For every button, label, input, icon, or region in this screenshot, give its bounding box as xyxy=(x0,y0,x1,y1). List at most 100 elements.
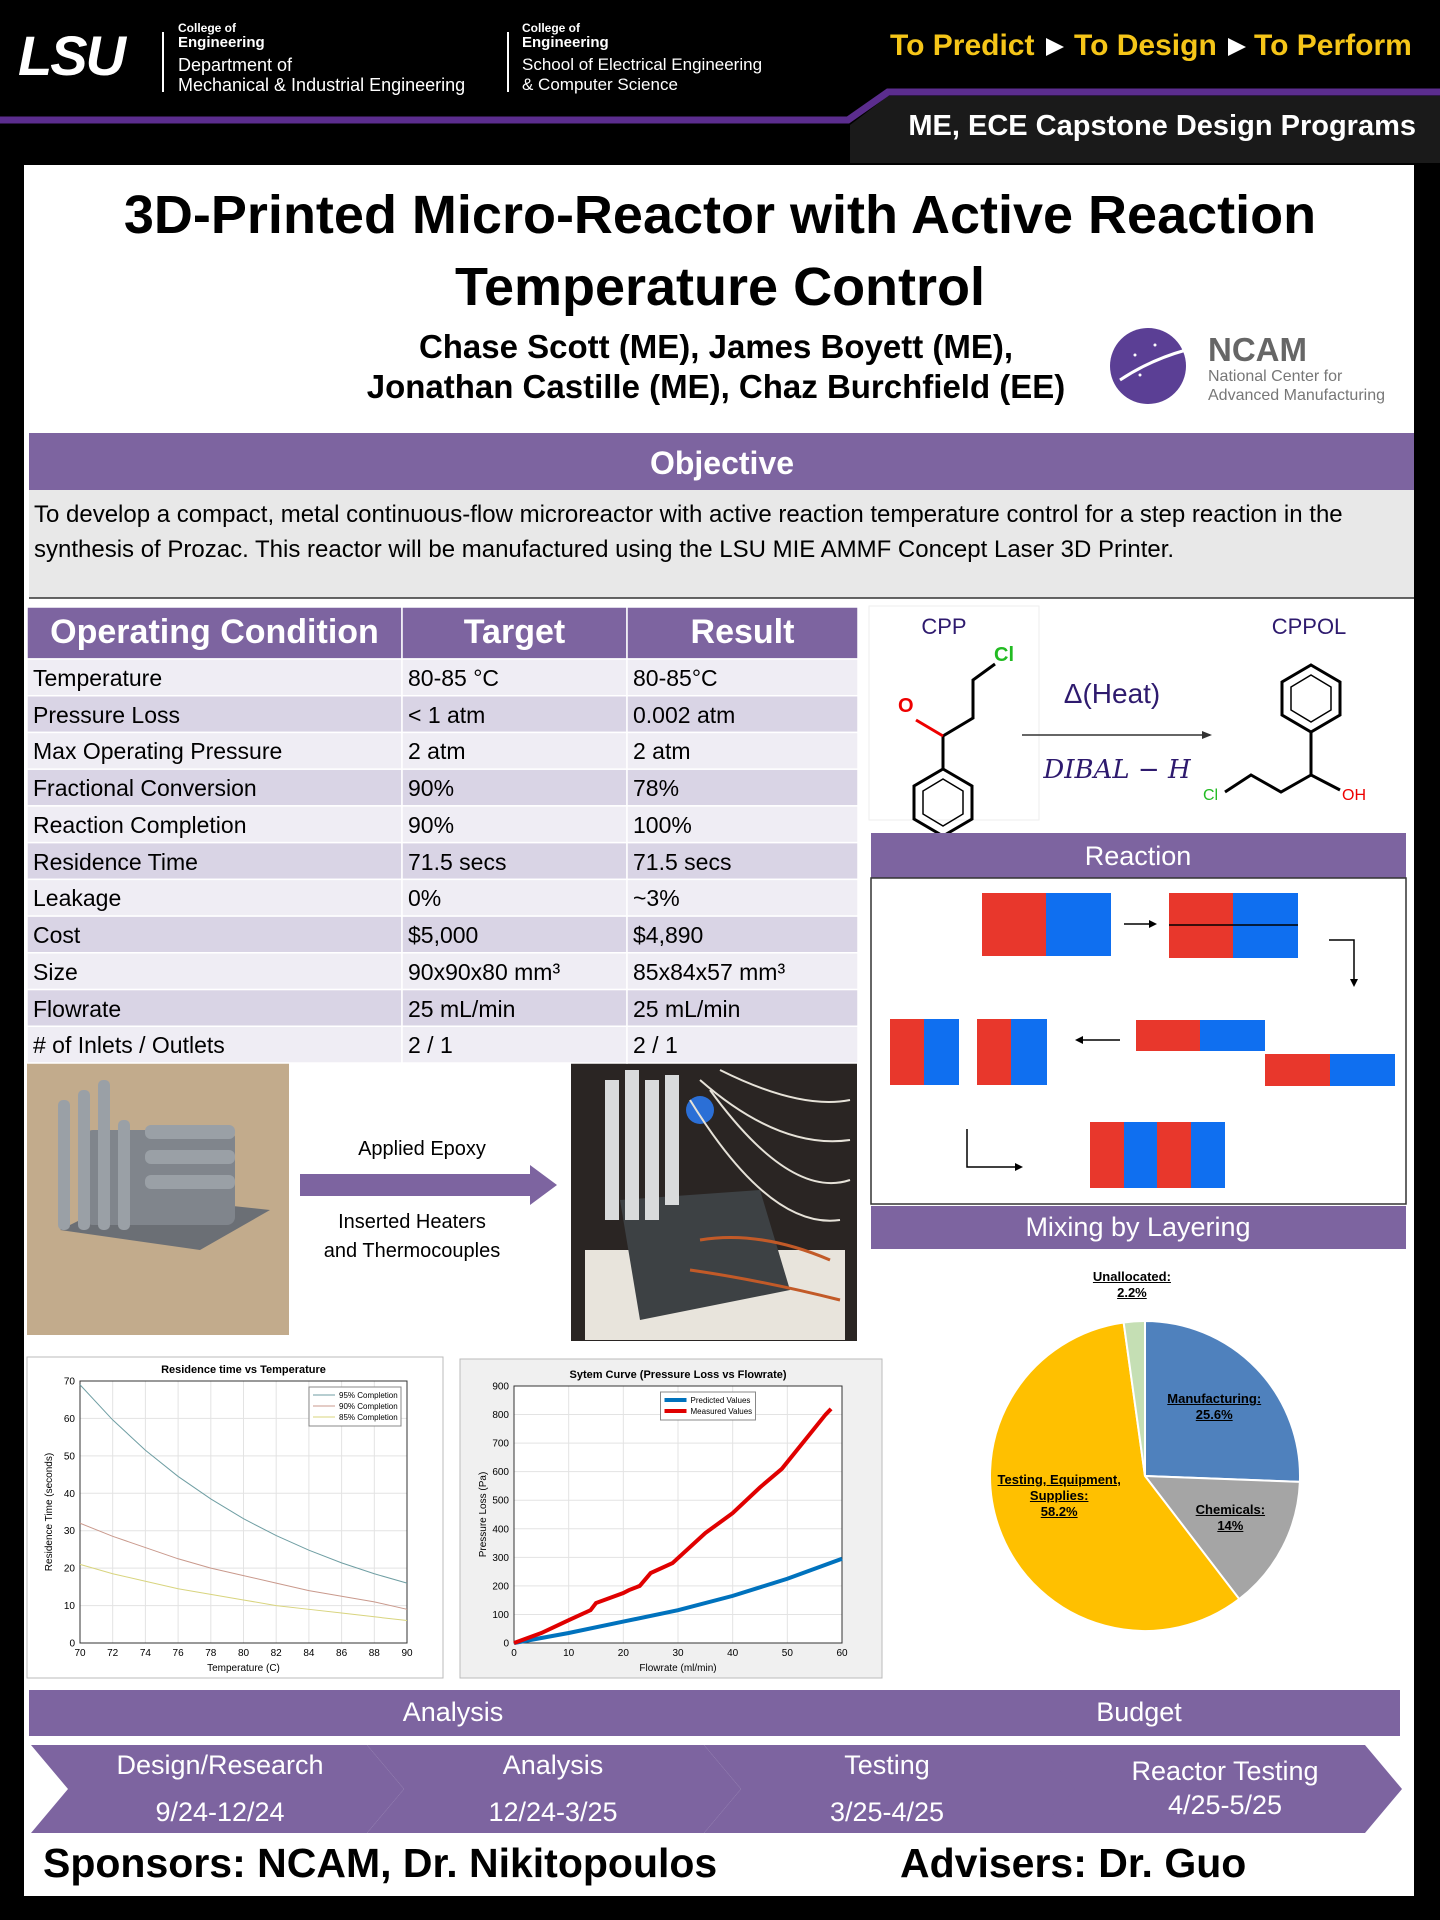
table-cell-text: 80-85 °C xyxy=(408,665,500,691)
x-tick-label: 30 xyxy=(672,1648,684,1659)
legend-label: 90% Completion xyxy=(339,1402,398,1411)
process-label: Inserted Heaters xyxy=(338,1211,486,1233)
photo-printed-reactor xyxy=(27,1063,289,1335)
table-cell-text: Leakage xyxy=(33,885,122,912)
pie-value-label: 25.6% xyxy=(1195,1407,1233,1423)
pie-label: Testing, Equipment, Supplies: 58.2% xyxy=(994,1472,1124,1520)
table-cell-text: Reaction Completion xyxy=(33,811,247,838)
footer-advisers: Advisers: Dr. Guo xyxy=(900,1840,1247,1886)
pie-value-label: 58.2% xyxy=(1040,1503,1078,1519)
title: Temperature Control xyxy=(454,257,986,317)
department: Department of xyxy=(178,55,293,75)
y-tick-label: 20 xyxy=(64,1564,76,1575)
tagline-arrow xyxy=(1228,38,1246,56)
objective-bar xyxy=(29,433,1414,490)
y-axis-label: Pressure Loss (Pa) xyxy=(478,1472,489,1558)
series-line xyxy=(513,1556,843,1645)
table-header: Operating Condition xyxy=(50,613,379,651)
table-cell xyxy=(26,658,403,697)
section-heading: Reaction xyxy=(1084,841,1192,871)
series-line xyxy=(513,1407,833,1645)
table-cell-text: Fractional Conversion xyxy=(33,775,257,802)
pie-label: Manufacturing: 25.6% xyxy=(1149,1391,1279,1423)
table-cell-text: 78% xyxy=(633,775,680,802)
table-cell xyxy=(626,768,859,807)
y-tick-label: 200 xyxy=(492,1581,509,1592)
y-tick-label: 600 xyxy=(492,1467,509,1478)
y-tick-label: 800 xyxy=(492,1410,509,1421)
x-tick-label: 78 xyxy=(205,1648,217,1659)
table-cell-text: 90% xyxy=(408,811,455,838)
table-cell xyxy=(401,841,628,881)
table-cell xyxy=(26,915,403,954)
department: Mechanical & Industrial Engineering xyxy=(178,75,466,95)
legend-label: 85% Completion xyxy=(339,1413,398,1422)
y-tick-label: 0 xyxy=(503,1639,509,1650)
section-heading: Objective xyxy=(649,445,795,481)
mixing-bar xyxy=(871,1206,1406,1249)
tagline-arrow xyxy=(1046,38,1064,56)
table-cell xyxy=(626,658,859,697)
tagline: To Perform xyxy=(1254,29,1412,62)
table-cell-text: 85x84x57 mm³ xyxy=(633,958,786,985)
plot-border xyxy=(79,1380,408,1644)
table-cell xyxy=(26,878,403,917)
chart-title: Sytem Curve (Pressure Loss vs Flowrate) xyxy=(569,1369,786,1381)
objective-text: To develop a compact, metal continuous-f… xyxy=(34,501,1343,563)
pie-label: Unallocated: 2.2% xyxy=(1067,1269,1197,1301)
table-cell xyxy=(626,915,859,954)
timeline-phase: Reactor Testing xyxy=(1131,1756,1319,1786)
series-line xyxy=(79,1522,408,1610)
table-cell xyxy=(401,805,628,844)
molecule-label: CPP xyxy=(921,614,967,639)
pie-slice xyxy=(989,1321,1241,1632)
bottom-label: Budget xyxy=(1096,1697,1182,1727)
process-label: and Thermocouples xyxy=(323,1240,501,1262)
section-heading: Mixing by Layering xyxy=(1025,1212,1251,1242)
table-cell xyxy=(26,1025,403,1064)
y-tick-label: 0 xyxy=(69,1639,75,1650)
atom: OH xyxy=(1342,787,1366,804)
timeline-arrows xyxy=(31,1745,1402,1833)
y-axis-label: Residence Time (seconds) xyxy=(44,1453,55,1571)
tagline: To Design xyxy=(1074,29,1217,62)
timeline-phase: Design/Research xyxy=(116,1750,324,1780)
table-cell xyxy=(26,952,403,991)
table-cell-text: 2 / 1 xyxy=(408,1032,453,1059)
reaction-condition: Δ(Heat) xyxy=(1063,678,1161,709)
college-label: Engineering xyxy=(522,34,609,51)
y-tick-label: 50 xyxy=(64,1451,76,1462)
pie-value-label: 2.2% xyxy=(1117,1285,1147,1301)
x-tick-label: 40 xyxy=(727,1648,739,1659)
table-cell-text: 2 atm xyxy=(633,738,691,765)
table-cell xyxy=(626,694,859,734)
ncam-subtitle: National Center for xyxy=(1208,368,1343,385)
process-arrow xyxy=(300,1165,557,1205)
x-tick-label: 70 xyxy=(74,1648,86,1659)
y-tick-label: 700 xyxy=(492,1439,509,1450)
mixing-diagram xyxy=(890,893,1395,1188)
bottom-label: Analysis xyxy=(402,1697,504,1727)
y-tick-label: 70 xyxy=(64,1377,76,1388)
x-tick-label: 20 xyxy=(618,1648,630,1659)
timeline-dates: 4/25-5/25 xyxy=(1167,1790,1283,1820)
table-cell-text: Max Operating Pressure xyxy=(33,738,283,765)
table-cell xyxy=(26,841,403,881)
y-tick-label: 300 xyxy=(492,1553,509,1564)
pie-category: Testing, Equipment, Supplies: xyxy=(997,1471,1121,1503)
table-header: Result xyxy=(690,613,795,651)
plot-border xyxy=(513,1385,843,1644)
college-label: Engineering xyxy=(178,34,265,51)
table-cell-text: Cost xyxy=(33,922,81,949)
timeline-dates: 9/24-12/24 xyxy=(155,1797,285,1827)
table-cell-text: < 1 atm xyxy=(408,701,486,728)
table-cell-text: 90x90x80 mm³ xyxy=(408,958,561,985)
pie-category: Manufacturing: xyxy=(1167,1391,1262,1407)
college-label: College of xyxy=(522,21,581,35)
table-cell-text: 0% xyxy=(408,885,442,912)
series-line xyxy=(79,1563,408,1622)
bottom-bar xyxy=(29,1690,1400,1736)
timeline-phase: Analysis xyxy=(502,1750,604,1780)
